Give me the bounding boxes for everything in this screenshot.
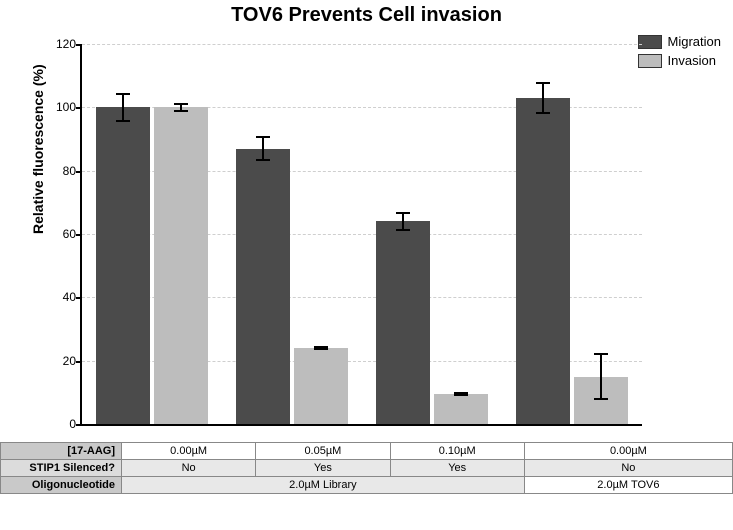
- grid-line: [82, 44, 642, 45]
- row-header: STIP1 Silenced?: [1, 460, 122, 477]
- cell-tov6: 2.0µM TOV6: [524, 477, 732, 494]
- migration-bar: [236, 149, 290, 425]
- invasion-bar: [574, 377, 628, 425]
- migration-bar: [516, 98, 570, 424]
- invasion-bar: [154, 107, 208, 424]
- table-row: Oligonucleotide 2.0µM Library 2.0µM TOV6: [1, 477, 733, 494]
- error-bar: [180, 103, 182, 113]
- y-tick-mark: [76, 107, 82, 109]
- legend-label: Invasion: [668, 53, 716, 68]
- migration-bar: [96, 107, 150, 424]
- error-bar: [460, 392, 462, 396]
- table-row: [17-AAG] 0.00µM 0.05µM 0.10µM 0.00µM: [1, 443, 733, 460]
- y-tick-mark: [76, 361, 82, 363]
- table-row: STIP1 Silenced? No Yes Yes No: [1, 460, 733, 477]
- y-tick-mark: [76, 297, 82, 299]
- legend: Migration Invasion: [638, 34, 721, 72]
- error-bar: [320, 346, 322, 350]
- cell: No: [122, 460, 256, 477]
- cell: 0.05µM: [256, 443, 390, 460]
- invasion-bar: [294, 348, 348, 424]
- y-axis-label: Relative fluorescence (%): [30, 64, 46, 234]
- error-bar: [402, 212, 404, 231]
- error-bar: [122, 93, 124, 122]
- cell-library: 2.0µM Library: [122, 477, 525, 494]
- cell: Yes: [390, 460, 524, 477]
- plot-area: 020406080100120: [80, 44, 642, 426]
- legend-label: Migration: [668, 34, 721, 49]
- cell: 0.00µM: [524, 443, 732, 460]
- error-bar: [542, 82, 544, 114]
- y-tick-mark: [76, 234, 82, 236]
- error-bar: [600, 353, 602, 401]
- chart-title: TOV6 Prevents Cell invasion: [0, 4, 733, 27]
- y-tick-mark: [76, 44, 82, 46]
- migration-bar: [376, 221, 430, 424]
- cell: No: [524, 460, 732, 477]
- y-tick-mark: [76, 424, 82, 426]
- invasion-bar: [434, 394, 488, 424]
- conditions-table: [17-AAG] 0.00µM 0.05µM 0.10µM 0.00µM STI…: [0, 442, 733, 494]
- y-tick-mark: [76, 171, 82, 173]
- row-header: [17-AAG]: [1, 443, 122, 460]
- cell: 0.00µM: [122, 443, 256, 460]
- cell: Yes: [256, 460, 390, 477]
- row-header: Oligonucleotide: [1, 477, 122, 494]
- legend-item-migration: Migration: [638, 34, 721, 49]
- legend-item-invasion: Invasion: [638, 53, 721, 68]
- cell: 0.10µM: [390, 443, 524, 460]
- error-bar: [262, 136, 264, 161]
